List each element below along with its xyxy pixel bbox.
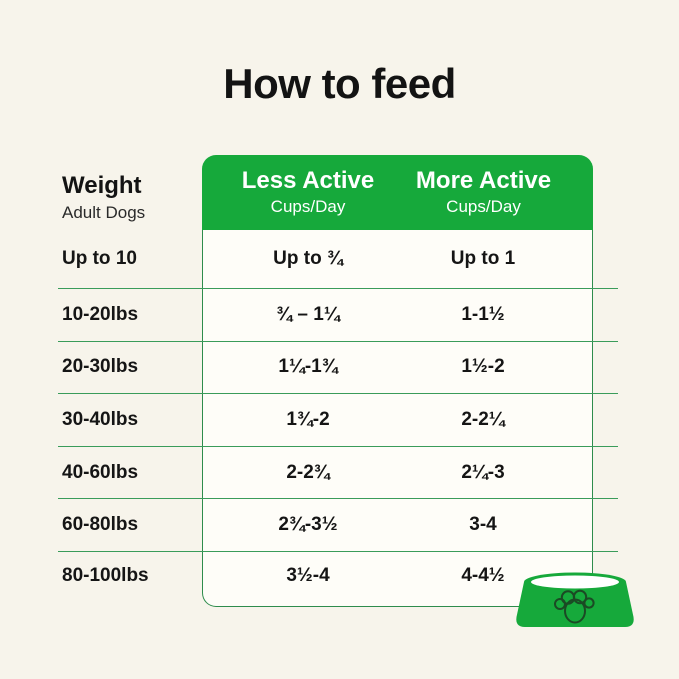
weight-cell: 80-100lbs	[62, 564, 149, 586]
weight-header-subtitle: Adult Dogs	[62, 202, 146, 222]
more-active-label: More Active	[415, 167, 552, 195]
less-active-cell: 1¾-2	[286, 408, 330, 430]
table-row: 30-40lbs 1¾-2 2-2¼	[58, 394, 618, 447]
table-row: Up to 10 Up to ¾ Up to 1	[58, 230, 618, 289]
more-active-cell: 1½-2	[461, 356, 505, 378]
paw-print-icon	[554, 589, 595, 624]
weight-cell: 40-60lbs	[62, 461, 139, 483]
more-active-cell: 2-2¼	[461, 408, 505, 430]
weight-cell: Up to 10	[62, 248, 137, 269]
weight-cell: 30-40lbs	[62, 408, 139, 430]
more-active-unit: Cups/Day	[446, 196, 521, 216]
dog-bowl-icon	[516, 572, 634, 627]
table-row: 80-100lbs 3½-4 4-4½	[58, 552, 618, 613]
more-active-cell: 3-4	[469, 514, 497, 536]
less-active-cell: Up to ¾	[273, 248, 343, 269]
more-active-cell: 2¼-3	[461, 461, 505, 483]
activity-columns-header: Less Active Cups/Day More Active Cups/Da…	[202, 155, 593, 230]
table-row: 40-60lbs 2-2¾ 2¼-3	[58, 447, 618, 500]
table-row: 10-20lbs ¾ – 1¼ 1-1½	[58, 289, 618, 342]
more-active-cell: Up to 1	[450, 248, 516, 269]
feeding-table-rows: Up to 10 Up to ¾ Up to 1 10-20lbs ¾ – 1¼…	[58, 230, 618, 613]
table-row: 60-80lbs 2¾-3½ 3-4	[58, 499, 618, 552]
weight-column-header: Weight Adult Dogs	[62, 172, 145, 223]
less-active-cell: ¾ – 1¼	[276, 303, 340, 325]
page-title: How to feed	[223, 60, 456, 107]
feeding-table-body	[202, 230, 593, 607]
more-active-column-header: More Active Cups/Day	[414, 167, 553, 216]
less-active-unit: Cups/Day	[270, 196, 346, 216]
weight-cell: 20-30lbs	[62, 356, 139, 378]
less-active-cell: 2-2¾	[286, 461, 330, 483]
more-active-cell: 4-4½	[461, 564, 505, 586]
weight-header-title: Weight	[62, 172, 142, 199]
less-active-cell: 3½-4	[286, 564, 330, 586]
more-active-cell: 1-1½	[461, 303, 505, 325]
less-active-column-header: Less Active Cups/Day	[202, 167, 414, 216]
weight-cell: 60-80lbs	[62, 514, 139, 536]
less-active-cell: 1¼-1¾	[278, 356, 338, 378]
weight-cell: 10-20lbs	[62, 303, 139, 325]
less-active-label: Less Active	[241, 167, 375, 195]
less-active-cell: 2¾-3½	[278, 514, 338, 536]
table-row: 20-30lbs 1¼-1¾ 1½-2	[58, 342, 618, 395]
